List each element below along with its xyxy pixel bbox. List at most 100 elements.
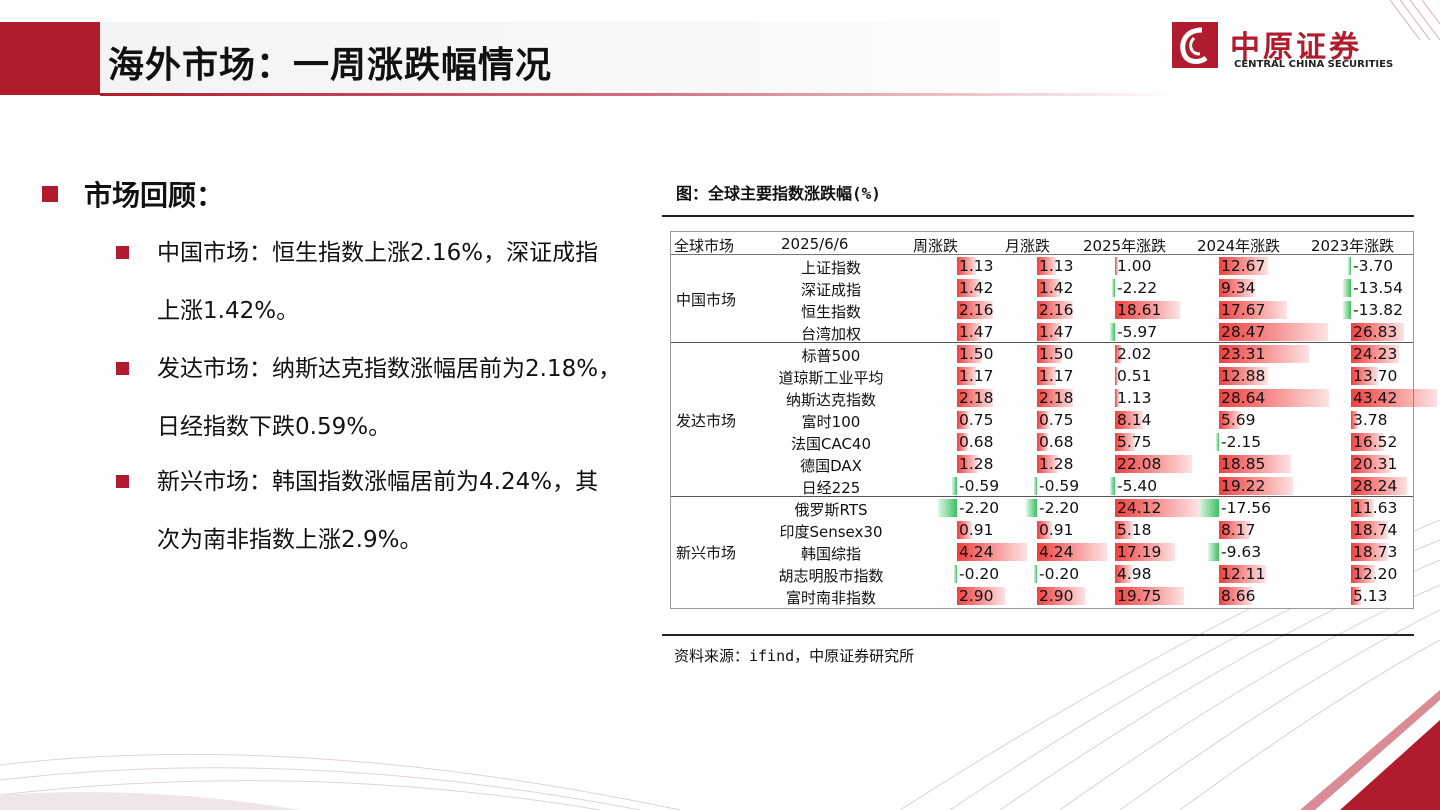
value-bar (1342, 301, 1351, 319)
value-bar (1037, 345, 1062, 363)
value-bar (1219, 257, 1268, 275)
value-bar (1115, 411, 1144, 429)
value-bar (1037, 411, 1050, 429)
value-cell: 20.31 (1325, 453, 1437, 475)
value-cell: 23.31 (1187, 343, 1329, 365)
value-cell: 1.13 (1015, 255, 1107, 277)
index-name: 深证成指 (800, 281, 861, 299)
value-bar (1219, 411, 1241, 429)
value-cell: -13.82 (1325, 299, 1437, 321)
value-text: -0.20 (1039, 565, 1080, 583)
value-text: -2.15 (1221, 433, 1262, 451)
value-cell: -5.40 (1093, 475, 1199, 497)
value-text: 3.78 (1353, 411, 1388, 429)
value-cell: 18.73 (1325, 541, 1437, 563)
value-bar (1037, 279, 1061, 297)
section-heading: 市场回顾： (42, 174, 224, 214)
value-text: 1.50 (1039, 345, 1074, 363)
value-bar (957, 323, 982, 341)
value-text: 5.75 (1117, 433, 1152, 451)
index-name: 德国DAX (800, 457, 862, 475)
value-cell: 0.75 (921, 409, 1027, 431)
value-text: 1.28 (1039, 455, 1074, 473)
value-bar (1351, 433, 1384, 451)
value-cell: 0.75 (1015, 409, 1107, 431)
value-text: -13.54 (1353, 279, 1403, 297)
value-text: 1.17 (959, 367, 994, 385)
value-bar (957, 433, 969, 451)
value-cell: 1.13 (921, 255, 1027, 277)
bullet-square-icon (116, 475, 129, 488)
value-text: 17.67 (1221, 301, 1266, 319)
value-text: 8.14 (1117, 411, 1152, 429)
table-row: 德国DAX 1.28 1.28 22.08 18.85 20.31 (671, 453, 1413, 475)
value-text: 12.20 (1353, 565, 1398, 583)
logo-mark-icon (1172, 22, 1218, 68)
value-text: -13.82 (1353, 301, 1403, 319)
value-cell: 28.47 (1187, 321, 1329, 343)
header-cell: 2024年涨跌 (1197, 237, 1281, 255)
index-name: 胡志明股市指数 (778, 567, 884, 585)
value-text: 17.19 (1117, 543, 1162, 561)
value-bar (957, 345, 982, 363)
value-bar (1037, 455, 1059, 473)
header-cell: 2025/6/6 (781, 235, 849, 253)
value-cell: -2.20 (1015, 497, 1107, 519)
value-cell: 12.11 (1187, 563, 1329, 585)
value-cell: 17.67 (1187, 299, 1329, 321)
value-bar (1037, 301, 1073, 319)
value-cell: 2.16 (921, 299, 1027, 321)
value-text: -5.40 (1117, 477, 1158, 495)
value-text: 0.75 (1039, 411, 1074, 429)
value-bar (1351, 455, 1392, 473)
market-group-label: 发达市场 (676, 412, 737, 430)
value-text: 22.08 (1117, 455, 1162, 473)
bullet-square-icon (116, 246, 129, 259)
value-bar (1115, 499, 1199, 517)
value-text: 4.24 (959, 543, 994, 561)
header-cell: 周涨跌 (913, 237, 959, 255)
index-name: 富时100 (801, 413, 861, 431)
market-group-label: 新兴市场 (676, 544, 737, 562)
value-text: 12.11 (1221, 565, 1266, 583)
value-cell: 43.42 (1325, 387, 1437, 409)
value-bar (1112, 279, 1115, 297)
value-cell: 8.66 (1187, 585, 1329, 607)
value-text: 1.13 (1117, 389, 1152, 407)
value-text: -3.70 (1353, 257, 1394, 275)
value-bar (957, 411, 970, 429)
header-accent-block (0, 22, 100, 95)
value-bar (1219, 389, 1329, 407)
bullet-text-line2: 上涨1.42%。 (157, 298, 300, 324)
section-title: 市场回顾： (84, 179, 225, 212)
value-cell: 26.83 (1325, 321, 1437, 343)
value-text: -0.59 (959, 477, 1000, 495)
logo-english-name: CENTRAL CHINA SECURITIES (1234, 59, 1394, 70)
value-text: 2.18 (1039, 389, 1074, 407)
value-bar (1199, 499, 1219, 517)
value-cell: 1.17 (1015, 365, 1107, 387)
value-text: 18.73 (1353, 543, 1398, 561)
index-name: 法国CAC40 (790, 435, 872, 453)
value-cell: 0.68 (1015, 431, 1107, 453)
value-bar (1115, 301, 1180, 319)
value-bar (1351, 345, 1399, 363)
value-text: 13.70 (1353, 367, 1398, 385)
value-text: 26.83 (1353, 323, 1398, 341)
index-performance-table: 全球市场 2025/6/6 周涨跌 月涨跌 2025年涨跌 2024年涨跌 20… (670, 231, 1437, 609)
value-cell: 2.16 (1015, 299, 1107, 321)
value-text: 18.74 (1353, 521, 1398, 539)
value-cell: 19.22 (1187, 475, 1329, 497)
source-note: 资料来源：ifind，中原证券研究所 (674, 647, 915, 665)
value-bar (1025, 499, 1037, 517)
value-text: 11.63 (1353, 499, 1398, 517)
value-cell: -5.97 (1093, 321, 1199, 343)
header-cell: 月涨跌 (1005, 237, 1051, 255)
value-cell: 8.14 (1093, 409, 1199, 431)
index-name: 道琼斯工业平均 (778, 369, 884, 387)
value-cell: 3.78 (1325, 409, 1437, 431)
value-text: 2.16 (959, 301, 994, 319)
table-row: 韩国综指 4.24 4.24 17.19 -9.63 18.73 (671, 541, 1413, 563)
value-bar (1219, 367, 1269, 385)
table-row: 富时南非指数 2.90 2.90 19.75 8.66 5.13 (671, 585, 1413, 607)
